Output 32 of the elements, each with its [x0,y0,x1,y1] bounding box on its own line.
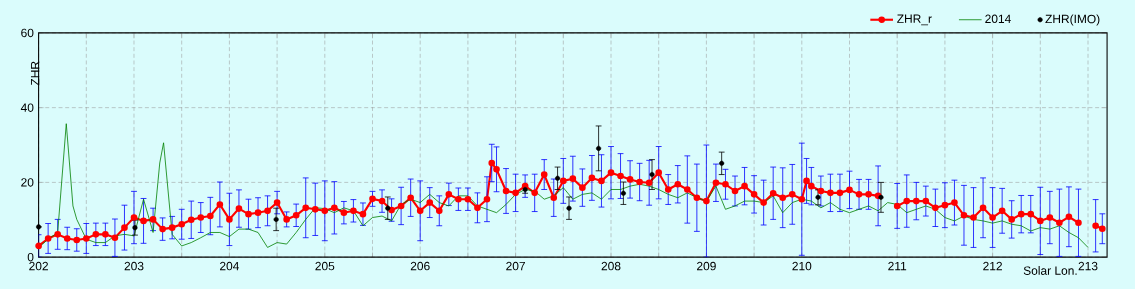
x-tick-label: 202 [29,261,48,271]
point [566,205,572,211]
x-tick-label: 209 [697,261,716,271]
point [878,194,884,200]
x-tick-label: 213 [1078,261,1098,271]
point [555,175,561,181]
x-tick-label: 211 [888,261,907,271]
x-axis-title: Solar Lon. [1023,266,1077,275]
point [620,190,626,196]
x-tick-label: 203 [124,261,144,271]
legend-label: ZHR_r [897,14,932,26]
y-axis-title: ZHR [30,61,40,86]
x-tick-label: 208 [601,261,621,271]
y-tick-label: 40 [20,103,34,112]
point [815,194,821,200]
y-tick-label: 20 [21,178,34,187]
point [719,160,725,166]
x-tick-label: 212 [983,261,1002,271]
point [273,216,279,222]
x-tick-label: 205 [315,261,335,271]
y-tick-label: 0 [27,252,34,262]
point [132,225,138,231]
x-tick-label: 210 [792,261,812,271]
point [649,172,655,178]
legend-label: ZHR(IMO) [1045,14,1100,26]
point [385,205,391,211]
y-tick-label: 60 [21,28,34,38]
x-tick-label: 206 [410,261,430,271]
x-tick-label: 207 [506,261,525,271]
x-tick-label: 204 [220,261,240,271]
point [596,145,602,151]
legend-label: 2014 [985,14,1011,24]
